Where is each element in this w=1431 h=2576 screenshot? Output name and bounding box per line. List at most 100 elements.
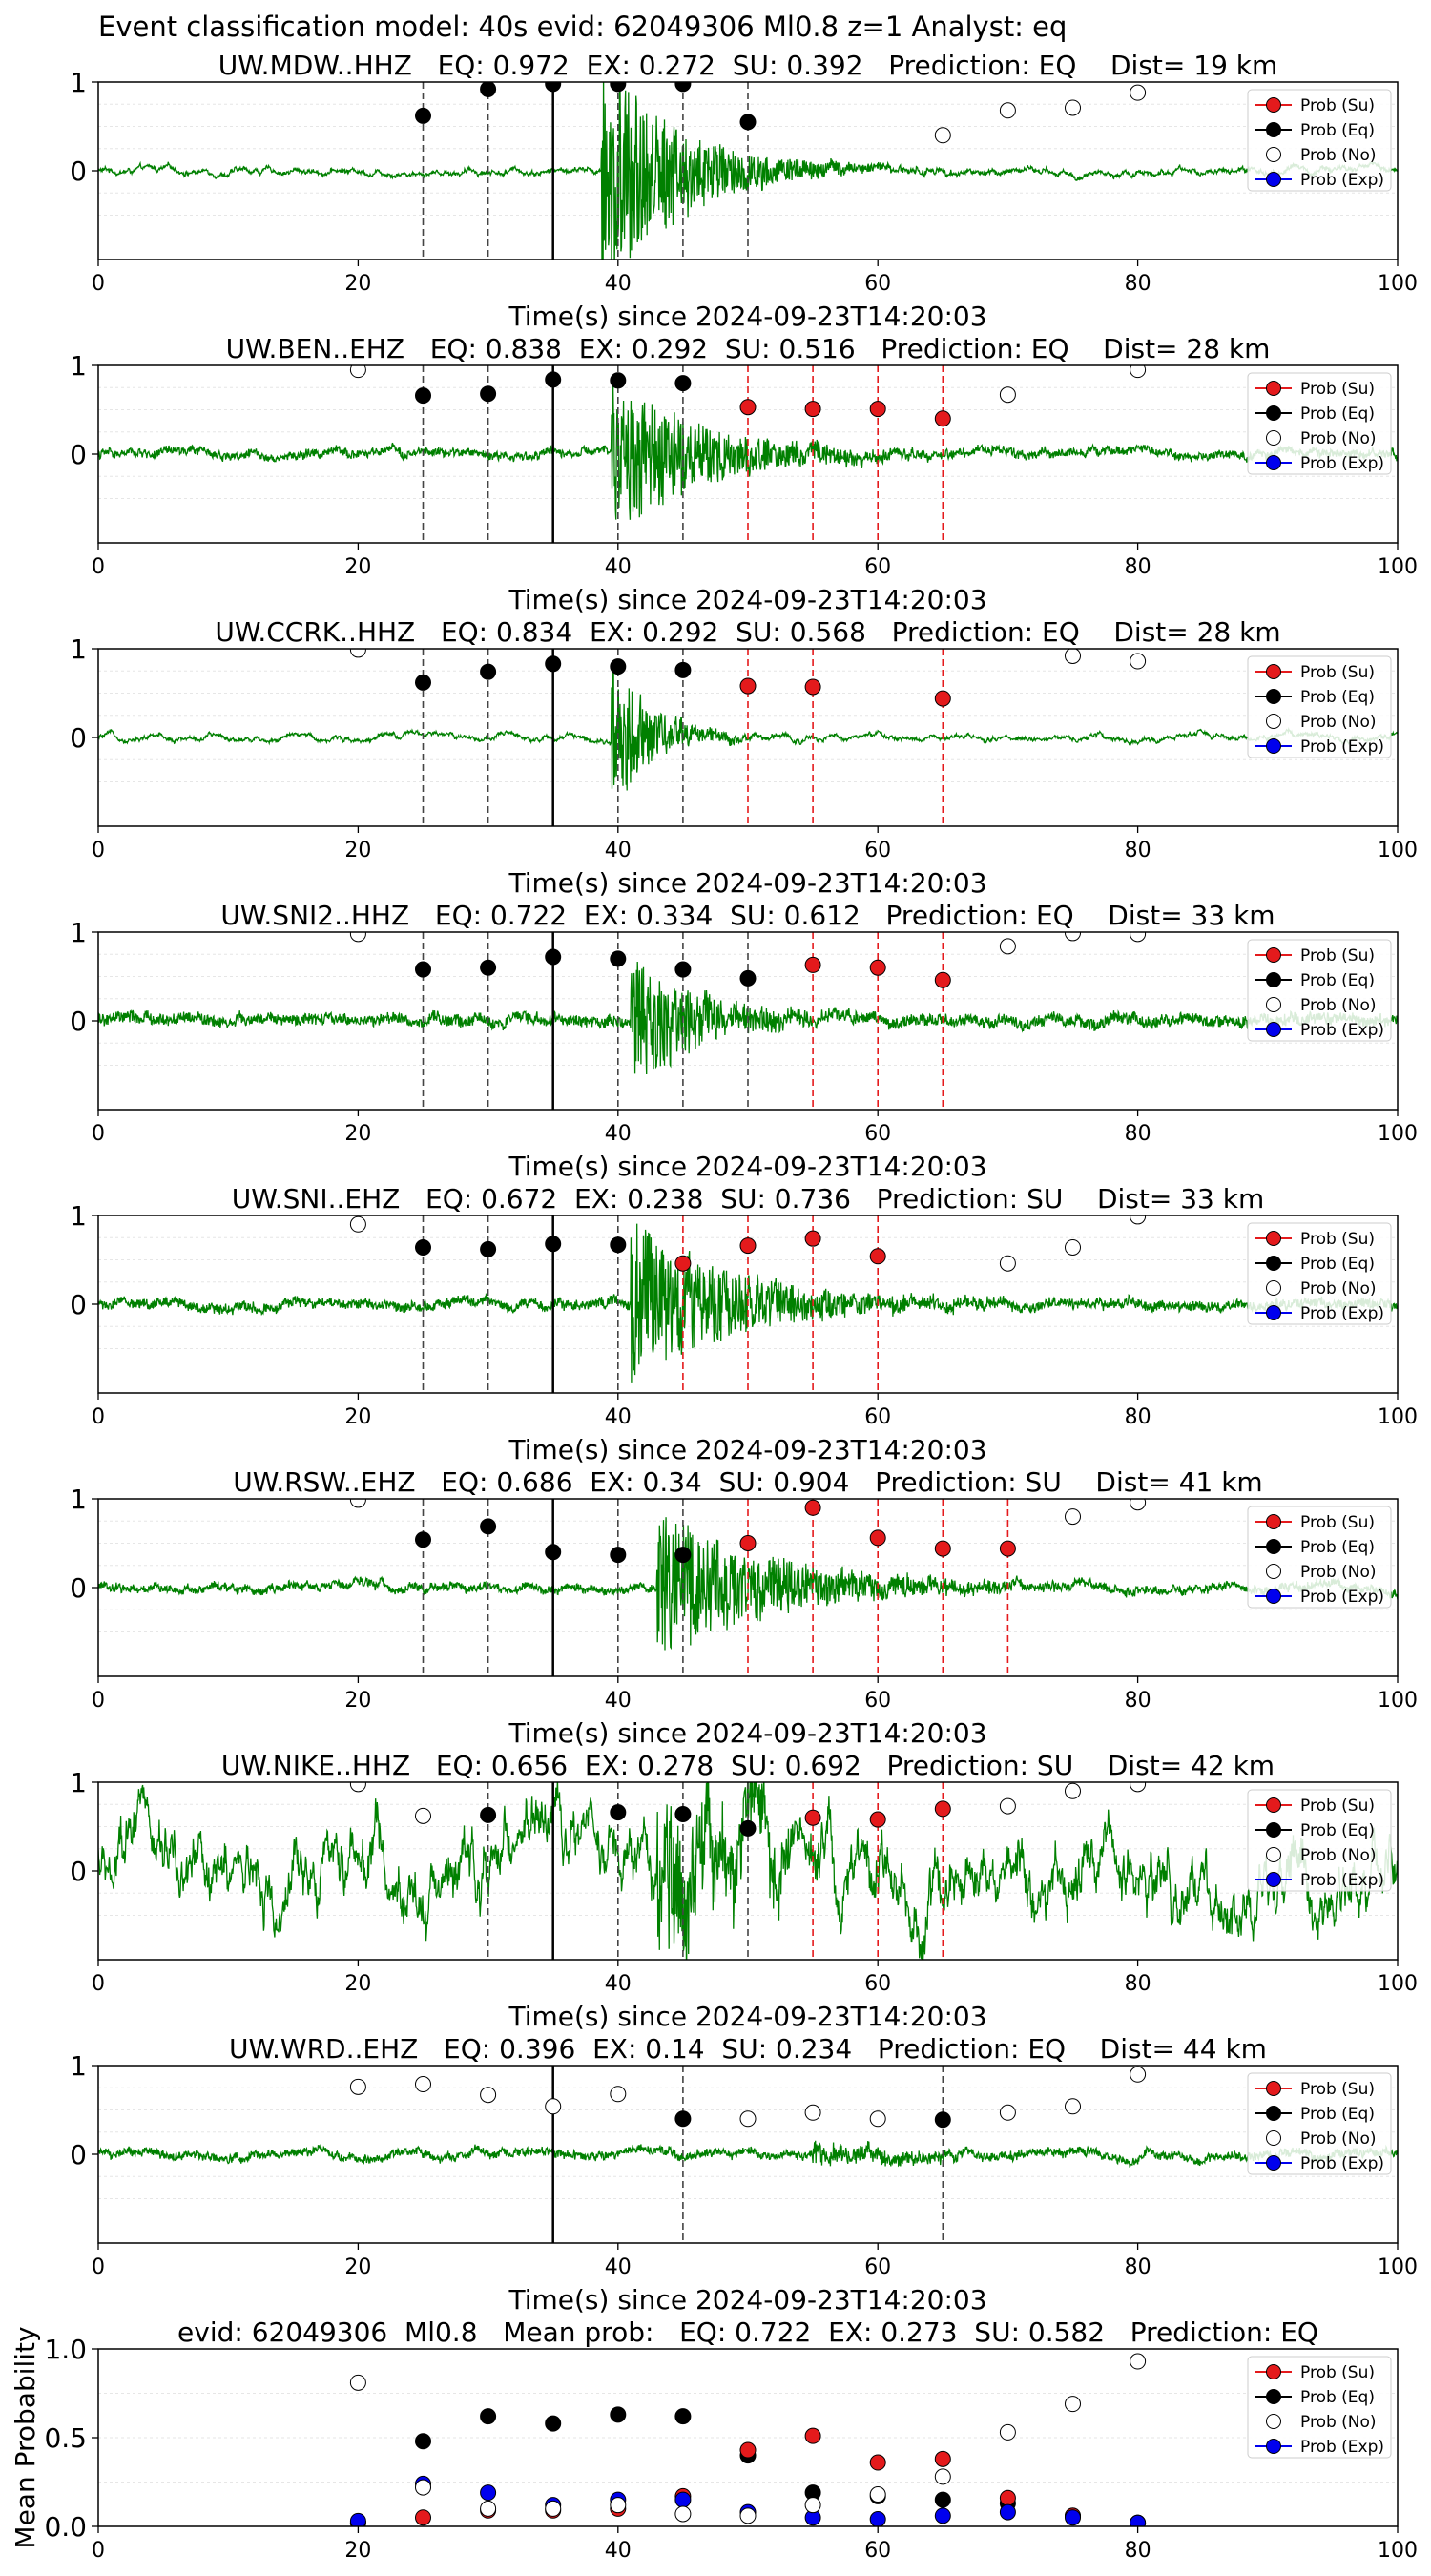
point-probsu	[934, 690, 951, 707]
point-probeq	[480, 82, 497, 97]
waveform-trace	[98, 667, 1398, 791]
legend-marker-1	[1266, 122, 1281, 137]
point-probeq	[480, 1240, 497, 1257]
x-tick-label: 60	[864, 272, 891, 296]
plot-area	[98, 1782, 1398, 1960]
x-tick-label: 80	[1125, 1689, 1151, 1713]
point-probeq	[674, 375, 692, 392]
point-probexp	[674, 2491, 692, 2508]
point-probno	[999, 1797, 1016, 1815]
point-probeq	[934, 2111, 951, 2129]
legend-label-0: Prob (Su)	[1300, 96, 1375, 115]
point-probno	[1130, 84, 1147, 101]
x-axis-label: Time(s) since 2024-09-23T14:20:03	[508, 2001, 986, 2032]
legend-marker-2	[1266, 1280, 1281, 1296]
point-probno	[349, 1782, 366, 1793]
point-probeq	[610, 658, 627, 675]
legend-box	[1247, 372, 1392, 475]
point-probno	[1130, 932, 1147, 943]
point-probno	[1130, 1215, 1147, 1225]
legend-label-3: Prob (Exp)	[1300, 737, 1384, 757]
legend-marker-1	[1266, 1822, 1281, 1838]
point-probexp	[480, 2484, 497, 2502]
x-tick-label: 80	[1125, 2539, 1151, 2563]
y-tick-label: 0	[70, 439, 87, 470]
point-probno	[1065, 1238, 1081, 1256]
point-probno	[480, 2087, 497, 2104]
point-probeq	[545, 948, 562, 966]
point-probno	[1130, 2353, 1147, 2370]
point-probno	[739, 2507, 757, 2524]
x-tick-label: 0	[92, 2539, 105, 2563]
legend-label-0: Prob (Su)	[1300, 2363, 1375, 2382]
legend-label-3: Prob (Exp)	[1300, 1304, 1384, 1323]
legend-marker-0	[1266, 1231, 1281, 1246]
panel-4: UW.SNI..EHZ EQ: 0.672 EX: 0.238 SU: 0.73…	[70, 1183, 1418, 1465]
point-probno	[739, 2110, 757, 2128]
x-tick-label: 20	[344, 839, 371, 862]
point-probsu	[869, 2454, 886, 2471]
point-probeq	[610, 1804, 627, 1821]
panel-5: UW.RSW..EHZ EQ: 0.686 EX: 0.34 SU: 0.904…	[70, 1466, 1418, 1749]
x-tick-label: 60	[864, 1122, 891, 1146]
legend-marker-1	[1266, 2389, 1281, 2404]
plot-area	[98, 365, 1398, 543]
point-probno	[1130, 1782, 1147, 1793]
panel-title: UW.MDW..HHZ EQ: 0.972 EX: 0.272 SU: 0.39…	[218, 50, 1278, 81]
x-tick-label: 40	[605, 272, 632, 296]
point-probsu	[739, 2441, 757, 2459]
plot-area	[98, 2066, 1398, 2243]
x-tick-label: 20	[344, 1689, 371, 1713]
point-probeq	[480, 959, 497, 976]
x-tick-label: 100	[1378, 1972, 1418, 1996]
legend-label-3: Prob (Exp)	[1300, 2438, 1384, 2457]
waveform-trace	[98, 1223, 1398, 1383]
point-probsu	[934, 1800, 951, 1818]
point-probsu	[869, 1811, 886, 1828]
point-probeq	[545, 1544, 562, 1561]
x-tick-label: 0	[92, 1405, 105, 1429]
y-tick-label: 0	[70, 1289, 87, 1320]
y-tick-label: 0.5	[44, 2422, 87, 2454]
x-tick-label: 40	[605, 839, 632, 862]
x-tick-label: 100	[1378, 1122, 1418, 1146]
x-tick-label: 20	[344, 1972, 371, 1996]
y-tick-label: 0	[70, 722, 87, 754]
legend-marker-0	[1266, 1797, 1281, 1813]
point-probeq	[545, 82, 562, 93]
point-probsu	[869, 959, 886, 976]
point-probeq	[545, 655, 562, 673]
legend-label-0: Prob (Su)	[1300, 663, 1375, 682]
point-probno	[1130, 1499, 1147, 1511]
y-tick-label: 1	[70, 1200, 87, 1232]
x-tick-label: 0	[92, 272, 105, 296]
y-tick-label: 1	[70, 1484, 87, 1515]
x-tick-label: 60	[864, 1405, 891, 1429]
x-tick-label: 60	[864, 2255, 891, 2279]
legend-marker-2	[1266, 997, 1281, 1012]
point-probsu	[934, 410, 951, 427]
x-tick-label: 20	[344, 272, 371, 296]
legend-marker-2	[1266, 2130, 1281, 2146]
point-probsu	[804, 401, 821, 418]
point-probsu	[804, 1809, 821, 1826]
legend-label-2: Prob (No)	[1300, 713, 1377, 732]
point-probsu	[869, 1529, 886, 1547]
figure-suptitle: Event classification model: 40s evid: 62…	[98, 10, 1067, 43]
point-probsu	[804, 2427, 821, 2444]
point-probeq	[610, 372, 627, 389]
legend-marker-2	[1266, 2414, 1281, 2429]
point-probsu	[869, 401, 886, 418]
legend-label-3: Prob (Exp)	[1300, 1021, 1384, 1040]
x-tick-label: 40	[605, 2539, 632, 2563]
legend-label-1: Prob (Eq)	[1300, 2388, 1375, 2407]
legend-label-3: Prob (Exp)	[1300, 2154, 1384, 2173]
point-probexp	[349, 2512, 366, 2526]
point-probsu	[934, 971, 951, 988]
point-probeq	[674, 2408, 692, 2425]
point-probno	[1065, 2098, 1081, 2115]
x-tick-label: 40	[605, 1689, 632, 1713]
y-tick-label: 1	[70, 917, 87, 948]
point-probeq	[610, 1547, 627, 1564]
